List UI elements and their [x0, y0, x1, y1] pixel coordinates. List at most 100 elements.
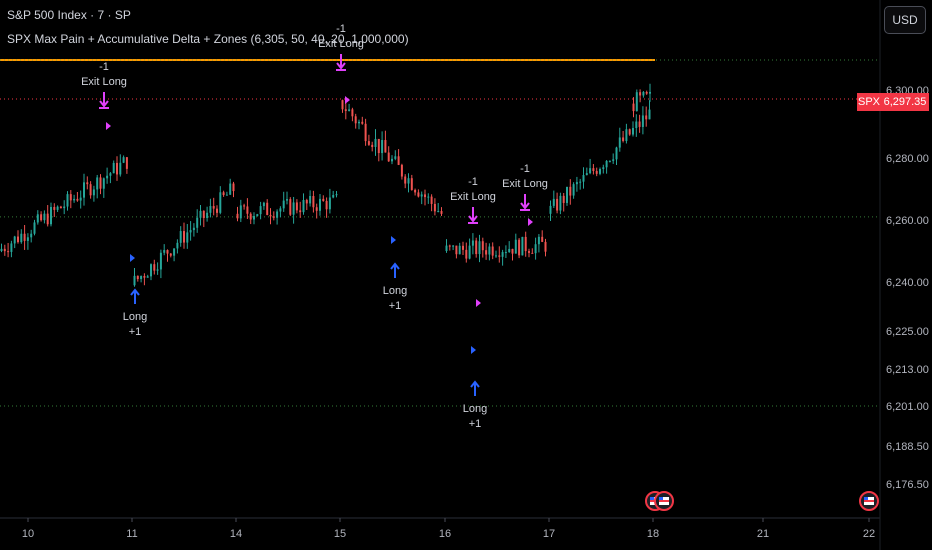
candle-body	[36, 214, 39, 223]
entry-marker	[471, 346, 476, 354]
candle-body	[635, 92, 638, 112]
candle-body	[608, 160, 611, 162]
indicator-legend[interactable]: SPX Max Pain + Accumulative Delta + Zone…	[7, 32, 409, 46]
time-axis[interactable]: 10 11 14 15 16 17 18 21 22	[22, 518, 875, 540]
candle-body	[322, 198, 325, 201]
candle-body	[219, 192, 222, 213]
candle-body	[59, 206, 62, 209]
candle-body	[40, 214, 43, 221]
candle-body	[96, 177, 99, 190]
candle-body	[632, 128, 634, 135]
candle-body	[635, 121, 638, 129]
candle-body	[628, 129, 631, 135]
exit-long-signal: Exit Long -1	[502, 163, 548, 211]
candle-body	[125, 157, 128, 169]
candle-body	[566, 186, 568, 203]
last-price-label: 6,297.35	[881, 93, 929, 111]
candle-body	[544, 241, 547, 252]
candle-body	[615, 147, 618, 160]
candle-body	[89, 184, 92, 196]
candle-body	[269, 214, 272, 217]
candle-body	[196, 217, 199, 228]
candle-body	[445, 245, 448, 251]
candle-body	[229, 183, 232, 195]
price-tick-label: 6,213.00	[886, 364, 929, 376]
candle-body	[319, 198, 321, 211]
price-tick-label: 6,260.00	[886, 215, 929, 227]
candle-body	[351, 109, 354, 117]
candle-body	[332, 195, 335, 198]
candle-body	[417, 192, 420, 197]
candle-body	[43, 213, 46, 221]
candle-body	[13, 236, 16, 244]
candle-body	[140, 276, 143, 280]
candle-body	[645, 115, 648, 120]
candle-body	[367, 141, 370, 145]
us-event-flag-icon	[859, 491, 879, 511]
candle-body	[30, 233, 33, 238]
signal-arrowhead	[468, 215, 478, 223]
zones-layer	[0, 59, 880, 407]
candle-body	[455, 245, 458, 255]
candle-body	[501, 252, 504, 257]
candle-body	[83, 182, 85, 198]
signal-arrowhead	[470, 380, 480, 388]
candle-body	[76, 198, 79, 201]
time-tick-label: 11	[126, 528, 137, 540]
candle-body	[73, 198, 76, 201]
candle-body	[605, 160, 608, 168]
candle-body	[381, 140, 384, 154]
candle-body	[256, 214, 259, 217]
candle-body	[249, 213, 252, 220]
candle-body	[133, 275, 136, 286]
flag-canton	[650, 497, 654, 500]
candle-body	[612, 159, 615, 161]
candle-body	[266, 202, 269, 215]
price-tick-label: 6,188.50	[886, 441, 929, 453]
candle-body	[384, 140, 387, 153]
candle-body	[348, 109, 351, 112]
candle-body	[279, 208, 282, 212]
candle-body	[109, 173, 112, 176]
signal-qty: +1	[389, 300, 402, 312]
candle-body	[282, 200, 285, 209]
time-tick-label: 22	[863, 528, 875, 540]
candle-body	[202, 210, 205, 219]
candle-body	[504, 252, 507, 254]
candle-body	[112, 162, 115, 174]
candle-body	[10, 243, 13, 252]
candle-body	[183, 231, 185, 243]
candle-body	[276, 211, 279, 218]
candle-body	[511, 248, 514, 254]
candle-body	[528, 251, 530, 253]
currency-button[interactable]: USD	[884, 6, 926, 34]
us-event-flag-icon	[654, 491, 674, 511]
candle-body	[534, 244, 537, 254]
candle-body	[212, 206, 215, 209]
candle-body	[199, 210, 202, 218]
candle-body	[602, 167, 605, 169]
candle-body	[562, 195, 565, 203]
price-tick-label: 6,225.00	[886, 326, 929, 338]
candle-body	[491, 246, 494, 256]
candle-body	[122, 157, 125, 163]
candle-body	[514, 239, 517, 254]
symbol-title[interactable]: S&P 500 Index · 7 · SP	[7, 8, 131, 22]
signal-label: Exit Long	[81, 76, 127, 88]
time-tick-label: 16	[439, 528, 451, 540]
candle-body	[556, 198, 559, 211]
candle-body	[508, 248, 511, 253]
flag-stripe	[864, 500, 874, 502]
candle-body	[312, 196, 315, 208]
candle-body	[433, 203, 436, 212]
candle-body	[485, 250, 488, 255]
candle-body	[169, 253, 172, 256]
price-axis[interactable]: 6,300.006,280.006,260.006,240.006,225.00…	[886, 85, 929, 491]
entry-marker	[391, 236, 396, 244]
candle-body	[56, 206, 59, 210]
candle-body	[262, 202, 265, 207]
signals-layer: Exit Long -1 Long +1 Exit Long -1 Long +1 Exit L…	[81, 23, 548, 430]
candle-body	[146, 276, 149, 278]
candle-body	[143, 276, 146, 278]
